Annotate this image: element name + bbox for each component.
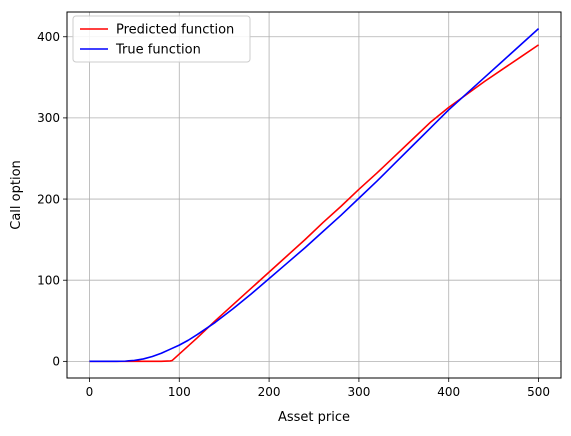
legend: Predicted function True function [72, 15, 251, 63]
true-function-line [89, 28, 540, 363]
x-tick-label: 400 [437, 385, 460, 399]
x-tick-label: 200 [258, 385, 281, 399]
y-tick-label: 400 [37, 30, 60, 44]
x-tick-label: 100 [168, 385, 191, 399]
y-tick-label: 0 [52, 355, 60, 369]
plot-frame [66, 11, 562, 379]
predicted-function-line [89, 44, 539, 363]
y-tick-label: 100 [37, 274, 60, 288]
series-lines [89, 28, 540, 363]
legend-box [72, 15, 251, 63]
x-tick-label: 0 [86, 385, 94, 399]
x-tick-label: 300 [347, 385, 370, 399]
y-tick-label: 300 [37, 111, 60, 125]
legend-label-predicted: Predicted function [116, 23, 234, 38]
legend-label-true: True function [115, 43, 201, 58]
x-tick-label: 500 [527, 385, 550, 399]
x-axis-label: Asset price [278, 410, 350, 425]
axis-ticks: 0 100 200 300 400 500 0 100 200 300 400 [37, 30, 550, 399]
y-tick-label: 200 [37, 192, 60, 206]
y-axis-label: Call option [9, 160, 24, 230]
